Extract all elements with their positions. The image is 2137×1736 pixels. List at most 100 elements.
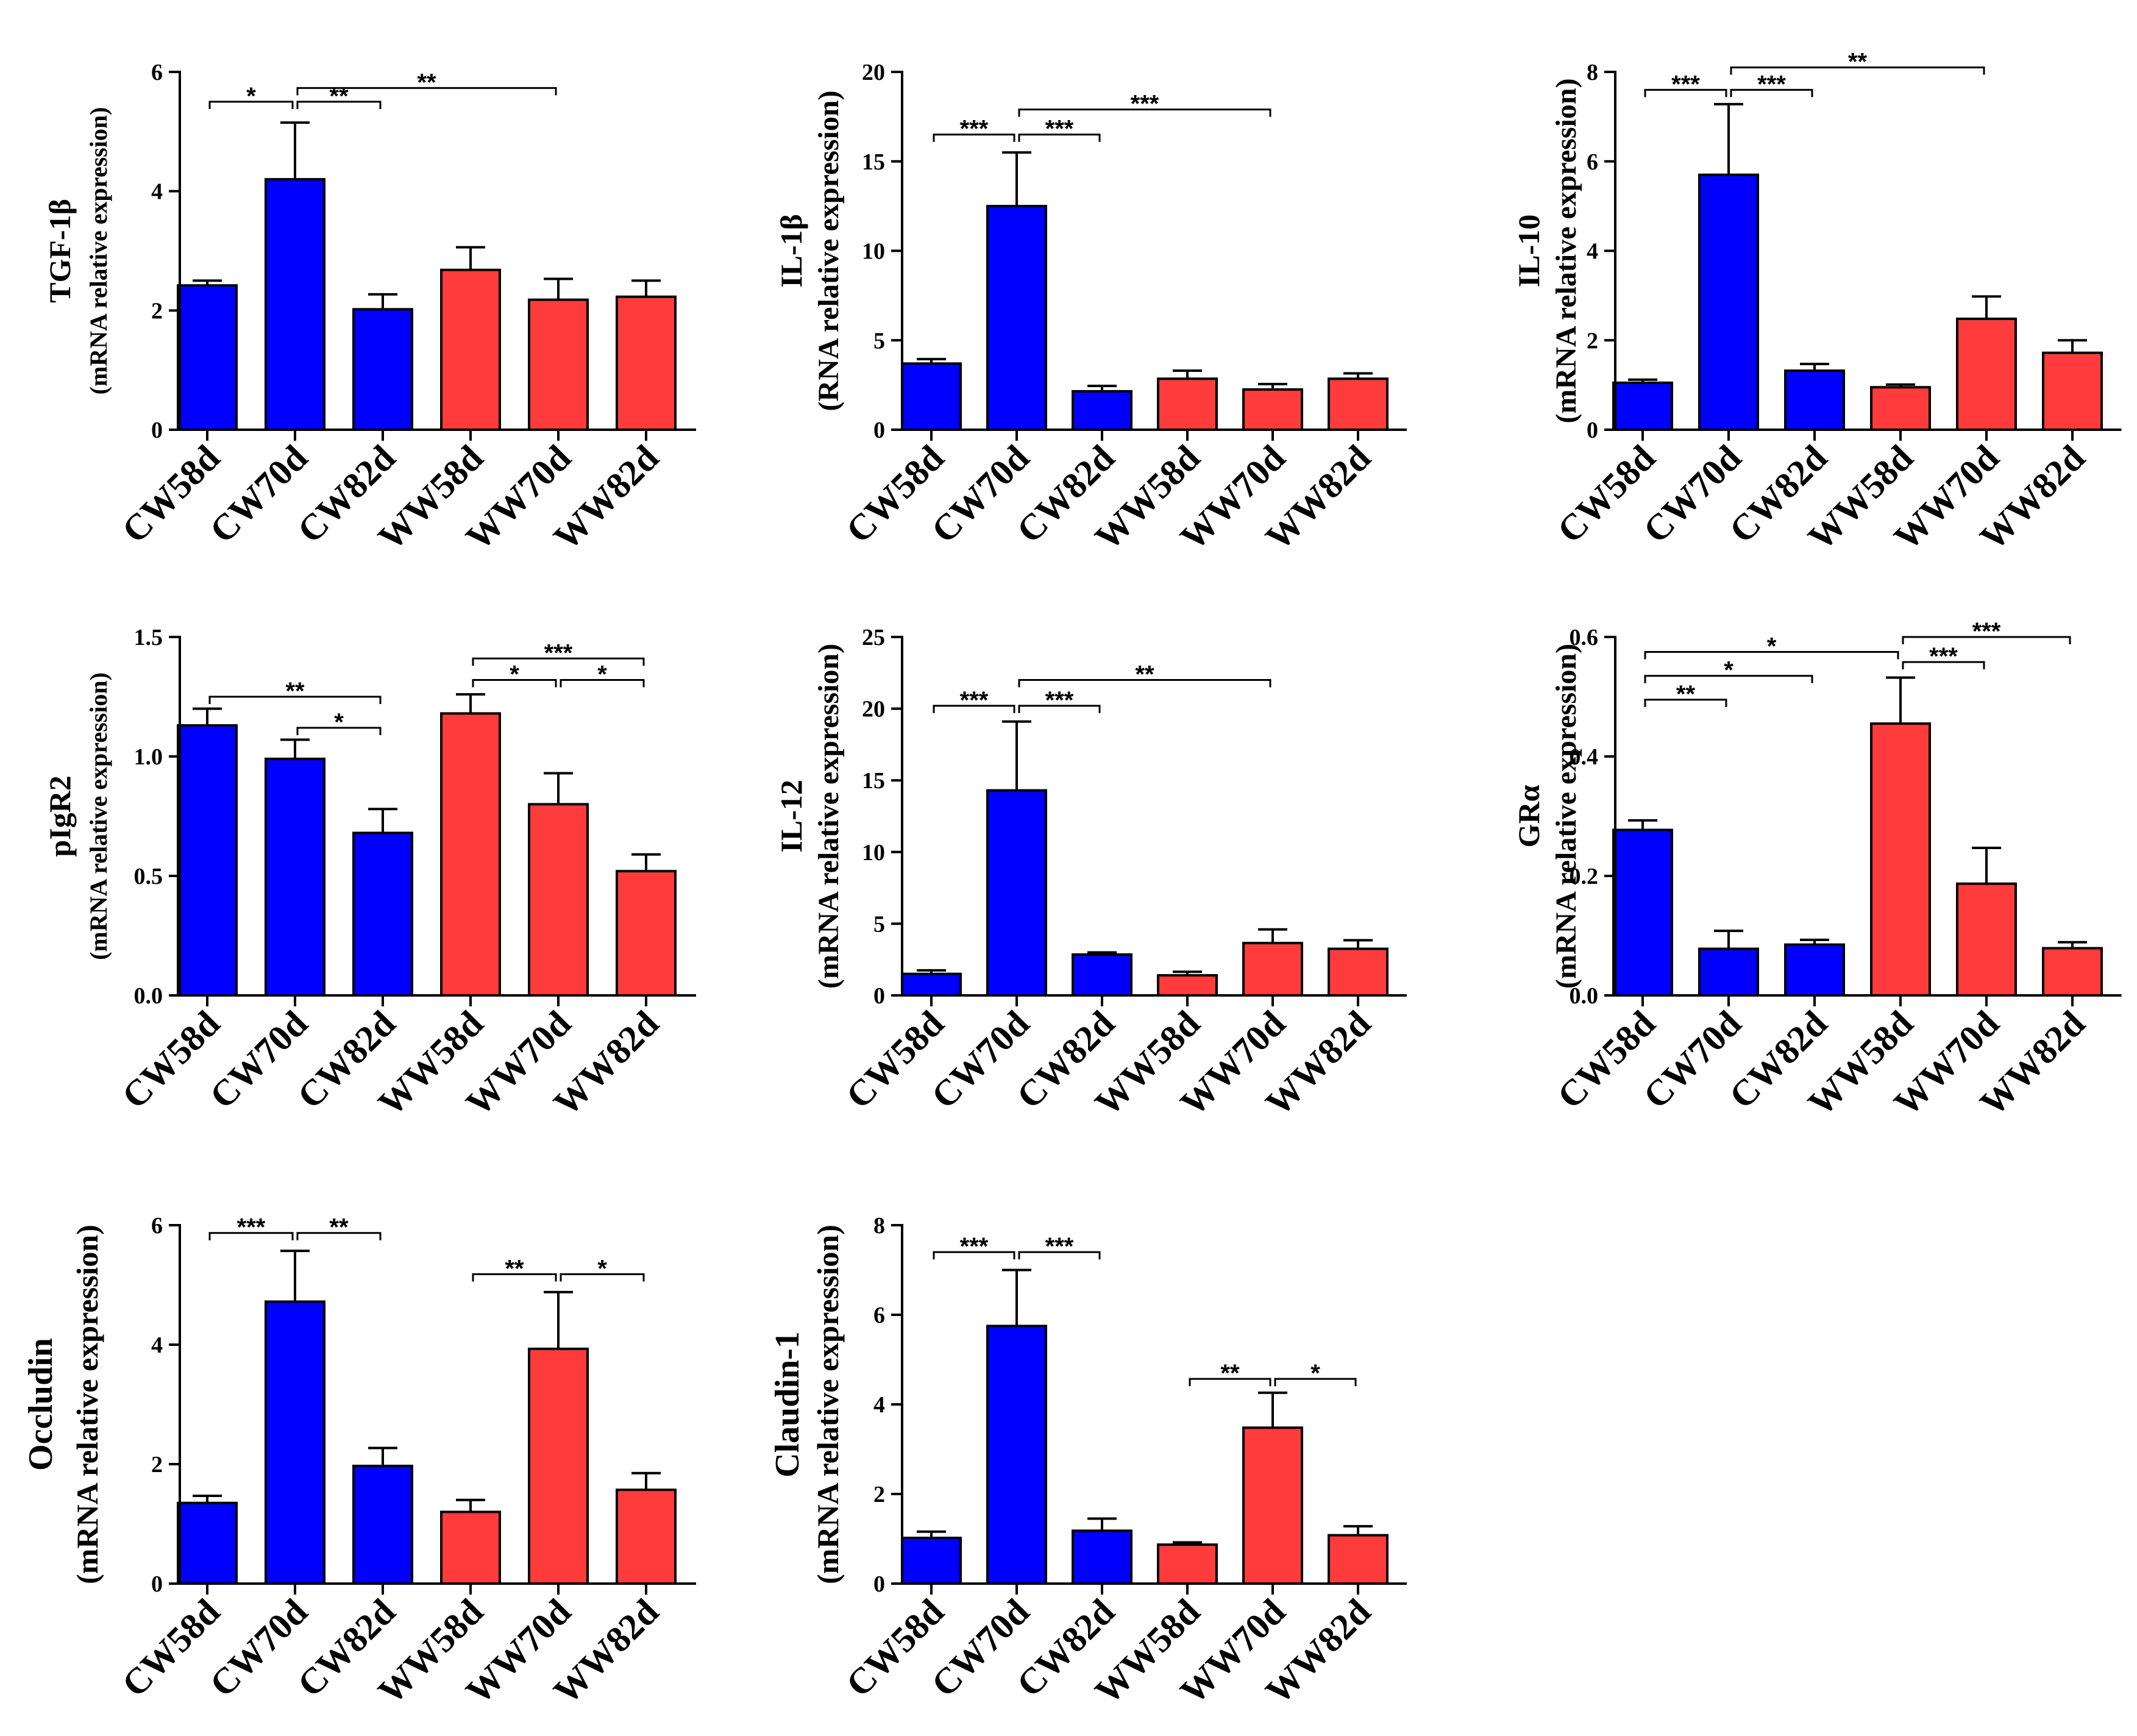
significance-label: ** bbox=[329, 1214, 349, 1241]
bar-cw58d bbox=[901, 1537, 962, 1585]
significance-label: *** bbox=[960, 687, 989, 714]
significance-bracket bbox=[1274, 1378, 1357, 1387]
significance-bracket bbox=[296, 1232, 382, 1240]
significance-bracket bbox=[1902, 661, 1985, 670]
bar-ww58d bbox=[1870, 386, 1931, 432]
x-tick-label: CW58d bbox=[1549, 438, 1663, 551]
y-tick-label: 0.2 bbox=[1570, 864, 1599, 889]
significance-label: ** bbox=[329, 83, 349, 110]
bar-ww82d bbox=[2042, 947, 2103, 997]
y-tick-label: 2 bbox=[1587, 328, 1598, 354]
significance-bracket bbox=[1644, 675, 1813, 683]
y-tick-label: 2 bbox=[873, 1482, 885, 1507]
significance-label: ** bbox=[1135, 661, 1154, 688]
bar-ww82d bbox=[1328, 377, 1389, 431]
bar-ww58d bbox=[1157, 1543, 1218, 1585]
chart-panel-1: 0246CW58dCW70dCW82dWW58dWW70dWW82dTGF-1β… bbox=[43, 60, 696, 558]
bar-cw82d bbox=[352, 1464, 413, 1585]
y-tick-label: 25 bbox=[862, 625, 885, 650]
y-tick-label: 0.6 bbox=[1570, 625, 1599, 650]
y-tick-label: 15 bbox=[862, 768, 885, 794]
y-axis-title: TGF-1β bbox=[43, 199, 77, 303]
significance-bracket bbox=[1189, 1378, 1271, 1387]
significance-bracket bbox=[560, 679, 645, 688]
significance-bracket bbox=[1018, 108, 1271, 117]
bar-ww82d bbox=[2042, 351, 2103, 431]
bar-ww58d bbox=[440, 712, 501, 997]
y-axis-subtitle: (mRNA relative expression) bbox=[811, 1225, 845, 1584]
y-tick-label: 2 bbox=[151, 298, 163, 324]
significance-bracket bbox=[472, 679, 557, 688]
bar-cw58d bbox=[177, 1501, 238, 1585]
significance-label: *** bbox=[1757, 71, 1786, 98]
x-tick-label: CW58d bbox=[114, 438, 227, 551]
significance-label: * bbox=[1767, 633, 1777, 660]
y-tick-label: 10 bbox=[862, 239, 885, 265]
significance-bracket bbox=[1730, 88, 1813, 98]
chart-panel-7: 0246CW58dCW70dCW82dWW58dWW70dWW82dOcclud… bbox=[22, 1213, 696, 1712]
y-axis-subtitle: (mRNA relative expression) bbox=[85, 672, 112, 960]
significance-bracket bbox=[296, 727, 382, 735]
x-tick-label: CW58d bbox=[1549, 1003, 1663, 1117]
bar-ww70d bbox=[1242, 388, 1303, 432]
significance-label: *** bbox=[544, 639, 573, 666]
y-axis-subtitle: (RNA relative expression) bbox=[812, 90, 845, 411]
significance-label: * bbox=[1724, 657, 1733, 684]
bar-cw70d bbox=[1698, 947, 1759, 997]
bar-cw58d bbox=[1612, 381, 1673, 431]
y-tick-label: 0 bbox=[873, 418, 885, 443]
significance-bracket bbox=[296, 101, 382, 109]
significance-bracket bbox=[1018, 679, 1271, 688]
y-tick-label: 8 bbox=[1587, 60, 1598, 85]
y-axis-title: IL-1β bbox=[774, 214, 808, 288]
y-tick-label: 10 bbox=[862, 840, 885, 866]
y-tick-label: 8 bbox=[873, 1213, 885, 1239]
y-tick-label: 0 bbox=[1587, 418, 1598, 443]
y-tick-label: 1.5 bbox=[134, 625, 163, 650]
significance-label: ** bbox=[1676, 681, 1696, 708]
bar-cw70d bbox=[1698, 173, 1759, 431]
bar-cw70d bbox=[986, 205, 1047, 431]
significance-bracket bbox=[1902, 636, 2071, 644]
significance-bracket bbox=[208, 1232, 294, 1240]
y-tick-label: 1.0 bbox=[134, 744, 163, 770]
y-tick-label: 0 bbox=[151, 1571, 163, 1597]
y-tick-label: 6 bbox=[1587, 149, 1598, 175]
significance-bracket bbox=[472, 1273, 557, 1282]
y-tick-label: 4 bbox=[151, 1332, 163, 1358]
y-tick-label: 4 bbox=[1587, 239, 1598, 265]
y-axis-title: GRα bbox=[1512, 784, 1546, 847]
significance-label: *** bbox=[1045, 1233, 1074, 1260]
significance-label: *** bbox=[960, 1233, 989, 1260]
y-tick-label: 0.4 bbox=[1570, 744, 1599, 770]
y-tick-label: 2 bbox=[151, 1452, 163, 1478]
significance-label: *** bbox=[1045, 687, 1074, 714]
bar-ww58d bbox=[1870, 722, 1931, 997]
y-tick-label: 0.5 bbox=[134, 864, 163, 889]
x-tick-label: CW70d bbox=[1635, 1003, 1749, 1117]
bar-cw82d bbox=[1072, 1529, 1133, 1585]
chart-panel-8: 02468CW58dCW70dCW82dWW58dWW70dWW82dClaud… bbox=[769, 1213, 1407, 1712]
significance-label: *** bbox=[1131, 91, 1159, 118]
bar-cw70d bbox=[986, 789, 1047, 997]
y-tick-label: 6 bbox=[151, 60, 163, 85]
x-tick-label: CW70d bbox=[202, 1592, 315, 1705]
chart-panel-5: 0510152025CW58dCW70dCW82dWW58dWW70dWW82d… bbox=[774, 625, 1407, 1123]
y-axis-title: IL-10 bbox=[1512, 215, 1546, 287]
bar-cw58d bbox=[901, 362, 962, 432]
bar-cw70d bbox=[265, 178, 325, 431]
significance-label: * bbox=[597, 661, 607, 688]
significance-label: *** bbox=[1972, 618, 2001, 645]
bar-cw58d bbox=[177, 284, 238, 432]
y-axis-title: IL-12 bbox=[774, 780, 808, 852]
bar-ww82d bbox=[616, 870, 677, 997]
y-tick-label: 6 bbox=[151, 1213, 163, 1239]
y-axis-title: Claudin-1 bbox=[769, 1331, 806, 1478]
bar-ww70d bbox=[1956, 318, 2017, 432]
x-tick-label: CW70d bbox=[202, 1003, 315, 1117]
y-axis-subtitle: (mRNA relative expression) bbox=[1550, 644, 1582, 989]
y-tick-label: 20 bbox=[862, 697, 885, 722]
bar-ww58d bbox=[1157, 377, 1218, 431]
bar-cw82d bbox=[1072, 390, 1133, 432]
bar-ww58d bbox=[440, 268, 501, 431]
